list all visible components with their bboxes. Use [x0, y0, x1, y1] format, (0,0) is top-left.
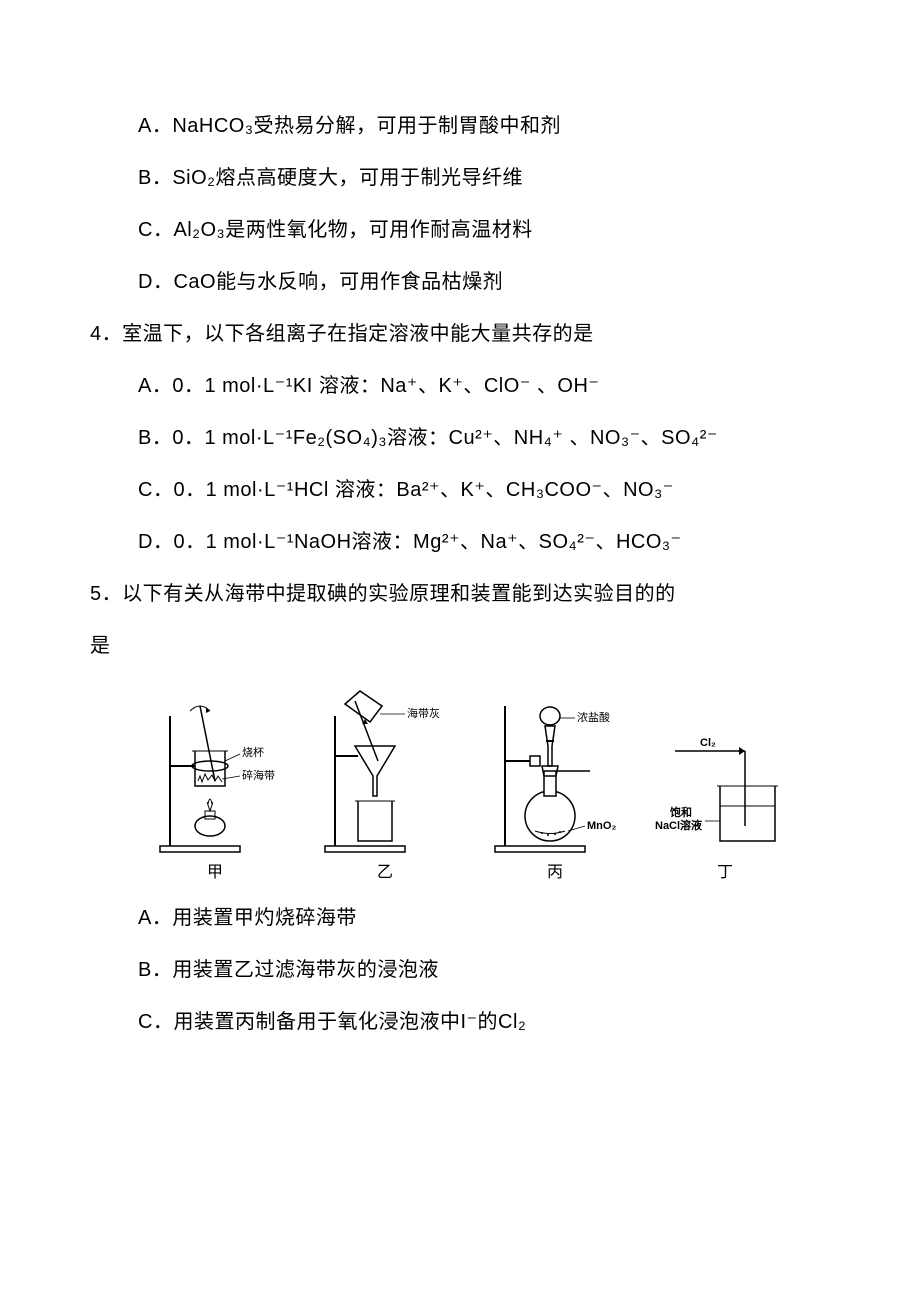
q3-option-a: A．NaHCO₃受热易分解，可用于制胃酸中和剂	[138, 100, 830, 152]
q5-option-a: A．用装置甲灼烧碎海带	[138, 892, 830, 944]
label-mno2: MnO₂	[587, 820, 616, 832]
label-ash: 海带灰	[407, 706, 440, 720]
q3-option-d: D．CaO能与水反响，可用作食品枯燥剂	[138, 256, 830, 308]
figure-jia-svg: 烧杯 碎海带	[140, 686, 290, 856]
q3-option-c: C．Al₂O₃是两性氧化物，可用作耐高温材料	[138, 204, 830, 256]
label-nacl-2: NaCl溶液	[655, 818, 703, 832]
label-beaker: 烧杯	[242, 745, 264, 759]
figure-yi-svg: 海带灰	[310, 686, 460, 856]
figure-jia-label: 甲	[207, 858, 223, 882]
q5-option-b: B．用装置乙过滤海带灰的浸泡液	[138, 944, 830, 996]
q4-stem: 4．室温下，以下各组离子在指定溶液中能大量共存的是	[90, 308, 830, 360]
label-nacl-1: 饱和	[670, 805, 692, 819]
q4-option-a: A．0．1 mol·L⁻¹KI 溶液：Na⁺、K⁺、ClO⁻ 、OH⁻	[138, 360, 830, 412]
q4-option-b: B．0．1 mol·L⁻¹Fe₂(SO₄)₃溶液：Cu²⁺、NH₄⁺ 、NO₃⁻…	[138, 412, 830, 464]
figure-ding-label: 丁	[717, 858, 733, 882]
q5-stem-line1: 5．以下有关从海带中提取碘的实验原理和装置能到达实验目的的	[90, 568, 830, 620]
q3-option-b: B．SiO₂熔点高硬度大，可用于制光导纤维	[138, 152, 830, 204]
figure-yi: 海带灰 乙	[300, 686, 470, 882]
q5-option-c: C．用装置丙制备用于氧化浸泡液中I⁻的Cl₂	[138, 996, 830, 1048]
label-acid: 浓盐酸	[577, 710, 610, 724]
q5-stem-line2: 是	[90, 620, 830, 672]
figure-row: 烧杯 碎海带 甲 海带灰 乙	[130, 682, 810, 882]
q4-option-d: D．0．1 mol·L⁻¹NaOH溶液：Mg²⁺、Na⁺、SO₄²⁻、HCO₃⁻	[138, 516, 830, 568]
q4-option-c: C．0．1 mol·L⁻¹HCl 溶液：Ba²⁺、K⁺、CH₃COO⁻、NO₃⁻	[138, 464, 830, 516]
figure-ding-svg: Cl₂ 饱和 NaCl溶液	[650, 686, 800, 856]
figure-jia: 烧杯 碎海带 甲	[130, 686, 300, 882]
label-cl2: Cl₂	[700, 737, 716, 749]
figure-bing-label: 丙	[547, 858, 563, 882]
figure-yi-label: 乙	[377, 858, 393, 882]
figure-bing: 浓盐酸 MnO₂ 丙	[470, 686, 640, 882]
label-seaweed: 碎海带	[242, 768, 275, 782]
figure-ding: Cl₂ 饱和 NaCl溶液 丁	[640, 686, 810, 882]
figure-bing-svg: 浓盐酸 MnO₂	[480, 686, 630, 856]
